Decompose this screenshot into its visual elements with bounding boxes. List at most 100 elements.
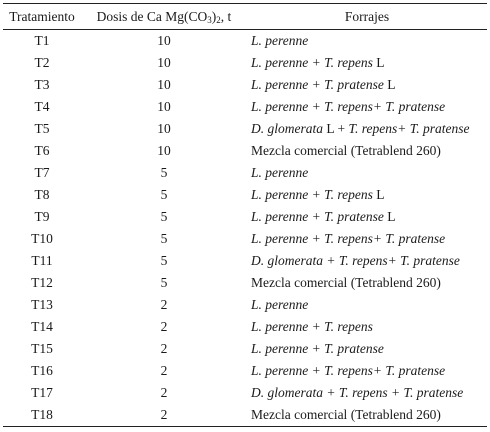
cell-dosis: 10 <box>157 33 171 48</box>
cell-tratamiento: T10 <box>31 231 53 246</box>
cell-dosis: 5 <box>160 275 168 290</box>
table-row: T13 2 L. perenne <box>3 294 487 316</box>
cell-dosis: 2 <box>160 297 168 312</box>
cell-dosis: 2 <box>160 341 168 356</box>
forraje-segment: Mezcla comercial (Tetrablend 260) <box>251 407 441 422</box>
cell-tratamiento: T17 <box>31 385 53 400</box>
cell-dosis: 10 <box>157 55 171 70</box>
cell-forrajes: D. glomerata + T. repens + T. pratense <box>247 382 487 404</box>
table-row: T17 2 D. glomerata + T. repens + T. praten… <box>3 382 487 404</box>
cell-tratamiento: T12 <box>31 275 53 290</box>
cell-tratamiento: T16 <box>31 363 53 378</box>
table-row: T7 5 L. perenne <box>3 162 487 184</box>
forraje-segment: L <box>372 187 385 202</box>
cell-forrajes: Mezcla comercial (Tetrablend 260) <box>247 140 487 162</box>
cell-forrajes: Mezcla comercial (Tetrablend 260) <box>247 404 487 427</box>
cell-forrajes: Mezcla comercial (Tetrablend 260) <box>247 272 487 294</box>
header-dosis-prefix: Dosis de Ca Mg(CO <box>96 8 208 24</box>
cell-forrajes: L. perenne + T. pratense L <box>247 206 487 228</box>
cell-tratamiento: T14 <box>31 319 53 334</box>
table-row: T1 10 L. perenne <box>3 30 487 53</box>
cell-forrajes: L. perenne + T. repens L <box>247 52 487 74</box>
header-dosis-sub: 3 <box>207 14 212 25</box>
forraje-segment: D. glomerata + T. repens+ T. pratense <box>251 253 460 268</box>
table-body: T1 10 L. perenne T2 10 L. perenne + T. repens… <box>3 30 487 427</box>
cell-tratamiento: T8 <box>34 187 50 202</box>
cell-forrajes: D. glomerata L + T. repens+ T. pratense <box>247 118 487 140</box>
cell-forrajes: L. perenne <box>247 294 487 316</box>
cell-forrajes: L. perenne + T. repens+ T. pratense <box>247 228 487 250</box>
header-dosis-mid: ) <box>211 8 217 24</box>
cell-dosis: 2 <box>160 385 168 400</box>
cell-forrajes: L. perenne + T. repens+ T. pratense <box>247 96 487 118</box>
cell-forrajes: L. perenne + T. pratense <box>247 338 487 360</box>
cell-forrajes: L. perenne + T. repens L <box>247 184 487 206</box>
cell-dosis: 10 <box>157 77 171 92</box>
forraje-segment: T. repens+ T. pratense <box>348 121 470 136</box>
forraje-segment: L. perenne + T. pratense <box>251 209 384 224</box>
forraje-segment: D. glomerata <box>251 121 323 136</box>
table-row: T15 2 L. perenne + T. pratense <box>3 338 487 360</box>
forraje-segment: Mezcla comercial (Tetrablend 260) <box>251 143 441 158</box>
forraje-segment: L <box>383 77 396 92</box>
table-row: T18 2 Mezcla comercial (Tetrablend 260) <box>3 404 487 427</box>
cell-forrajes: L. perenne + T. pratense L <box>247 74 487 96</box>
cell-tratamiento: T9 <box>34 209 50 224</box>
cell-dosis: 10 <box>157 99 171 114</box>
cell-tratamiento: T18 <box>3 404 81 427</box>
cell-dosis: 10 <box>157 121 171 136</box>
cell-dosis: 5 <box>160 231 168 246</box>
header-forrajes: Forrajes <box>247 3 487 30</box>
table-row: T6 10 Mezcla comercial (Tetrablend 260) <box>3 140 487 162</box>
forraje-segment: D. glomerata + T. repens + T. pratense <box>251 385 464 400</box>
table-header: Tratamiento Dosis de Ca Mg(CO3)2, t Forr… <box>3 3 487 30</box>
treatments-table: Tratamiento Dosis de Ca Mg(CO3)2, t Forr… <box>3 3 487 427</box>
cell-dosis: 5 <box>160 253 168 268</box>
cell-forrajes: L. perenne + T. repens <box>247 316 487 338</box>
forraje-segment: L. perenne <box>251 33 309 48</box>
forraje-segment: L. perenne + T. repens+ T. pratense <box>251 99 446 114</box>
cell-forrajes: L. perenne <box>247 162 487 184</box>
forraje-segment: L. perenne + T. repens <box>251 187 373 202</box>
cell-tratamiento: T7 <box>34 165 50 180</box>
forraje-segment: L. perenne + T. repens+ T. pratense <box>251 231 446 246</box>
table-row: T5 10 D. glomerata L + T. repens+ T. prate… <box>3 118 487 140</box>
cell-dosis: 10 <box>157 143 171 158</box>
header-dosis-suffix: , t <box>220 8 232 24</box>
forraje-segment: L. perenne + T. repens <box>251 55 373 70</box>
cell-forrajes: L. perenne <box>247 30 487 53</box>
forraje-segment: L. perenne <box>251 165 309 180</box>
cell-tratamiento: T2 <box>34 55 50 70</box>
forraje-segment: L + <box>323 121 349 136</box>
forraje-segment: L <box>383 209 396 224</box>
table-row: T11 5 D. glomerata + T. repens+ T. pratens… <box>3 250 487 272</box>
table-row: T3 10 L. perenne + T. pratense L <box>3 74 487 96</box>
table-row: T10 5 L. perenne + T. repens+ T. pratense <box>3 228 487 250</box>
forraje-segment: L. perenne + T. pratense <box>251 341 384 356</box>
cell-tratamiento: T11 <box>31 253 53 268</box>
table-row: T14 2 L. perenne + T. repens <box>3 316 487 338</box>
forraje-segment: Mezcla comercial (Tetrablend 260) <box>251 275 441 290</box>
header-tratamiento: Tratamiento <box>3 3 81 30</box>
forraje-segment: L <box>372 55 385 70</box>
cell-dosis: 2 <box>81 404 247 427</box>
forraje-segment: L. perenne + T. repens+ T. pratense <box>251 363 446 378</box>
cell-tratamiento: T6 <box>34 143 50 158</box>
cell-tratamiento: T1 <box>34 33 50 48</box>
table-row: T8 5 L. perenne + T. repens L <box>3 184 487 206</box>
cell-tratamiento: T4 <box>34 99 50 114</box>
forraje-segment: L. perenne + T. pratense <box>251 77 384 92</box>
cell-dosis: 5 <box>160 165 168 180</box>
header-row: Tratamiento Dosis de Ca Mg(CO3)2, t Forr… <box>3 3 487 30</box>
table-row: T2 10 L. perenne + T. repens L <box>3 52 487 74</box>
cell-forrajes: D. glomerata + T. repens+ T. pratense <box>247 250 487 272</box>
cell-dosis: 5 <box>160 209 168 224</box>
cell-tratamiento: T15 <box>31 341 53 356</box>
header-dosis: Dosis de Ca Mg(CO3)2, t <box>81 3 247 30</box>
table-row: T16 2 L. perenne + T. repens+ T. pratense <box>3 360 487 382</box>
header-dosis-sub2: 2 <box>216 14 221 25</box>
cell-tratamiento: T13 <box>31 297 53 312</box>
cell-dosis: 5 <box>160 187 168 202</box>
cell-dosis: 2 <box>160 319 168 334</box>
